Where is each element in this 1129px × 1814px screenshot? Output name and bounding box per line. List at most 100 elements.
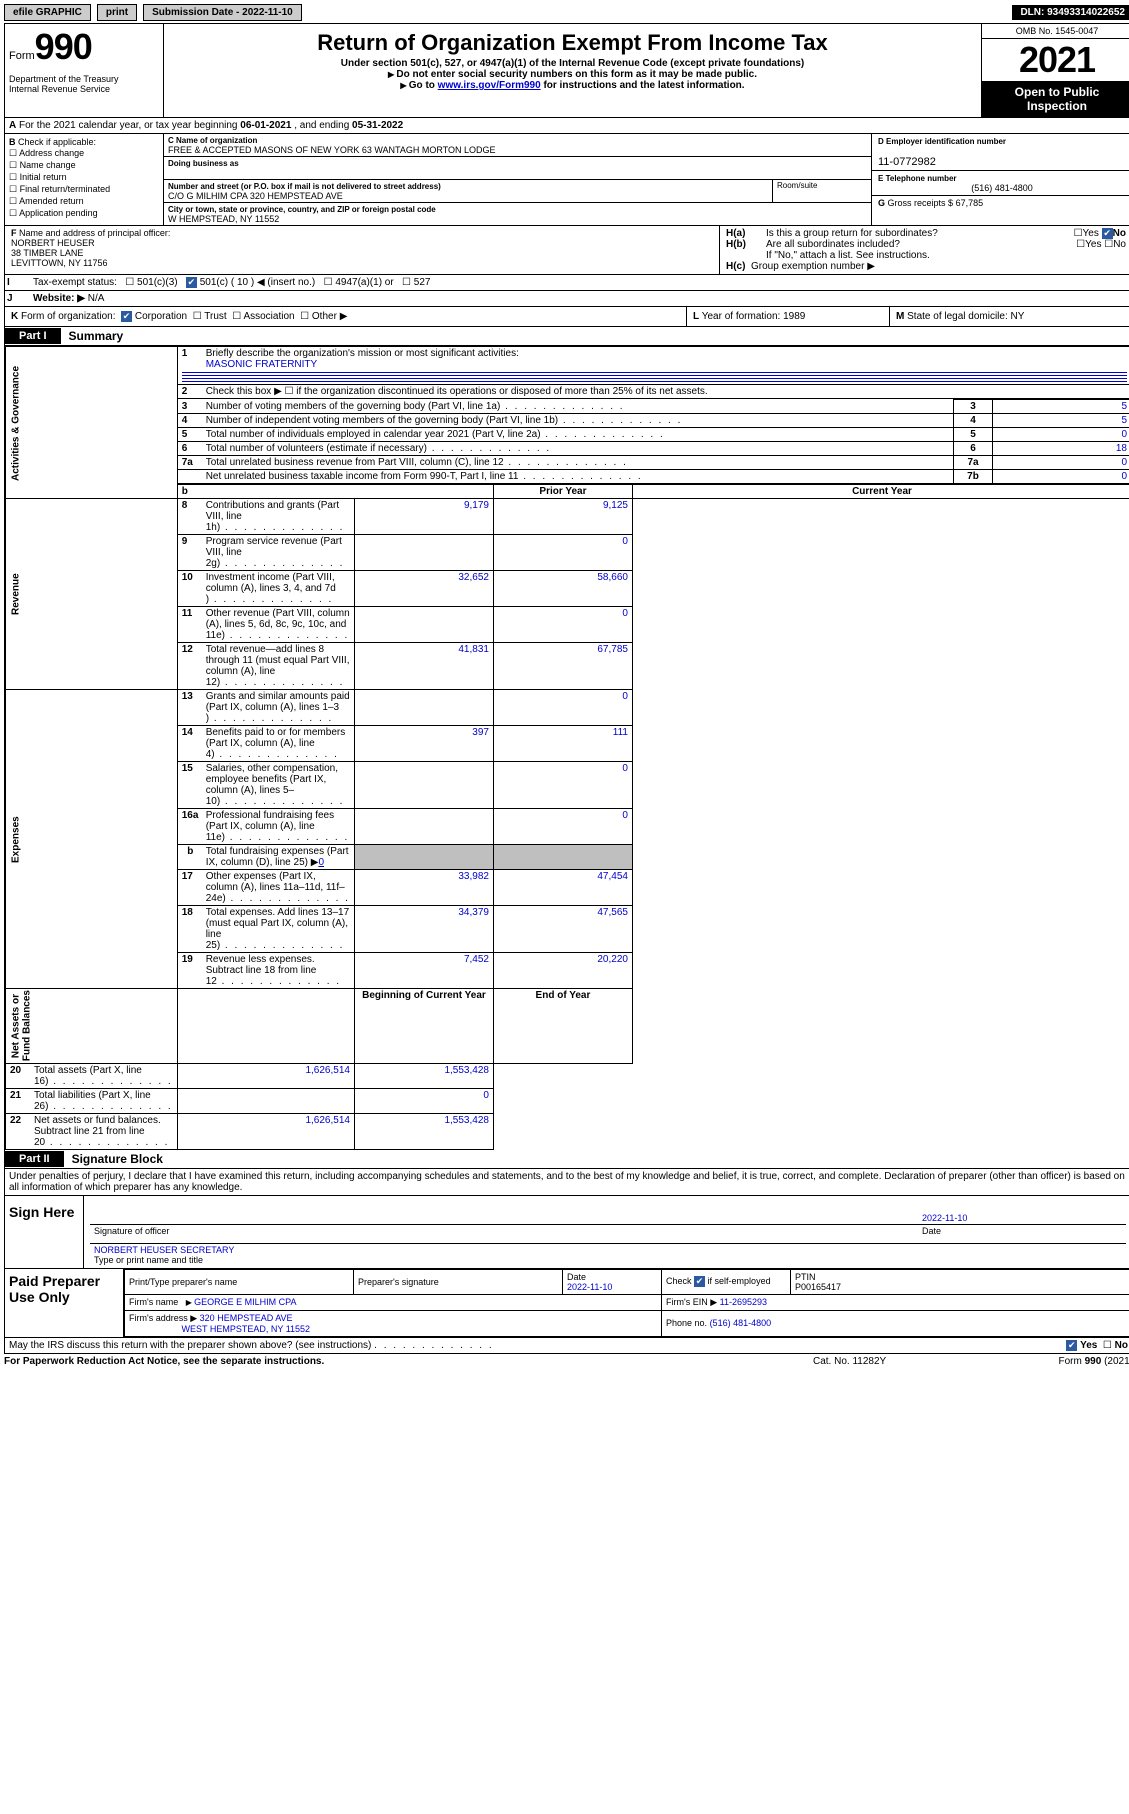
gross-receipts-value: 67,785 <box>956 198 984 208</box>
state-domicile-value: NY <box>1011 311 1025 322</box>
summary-line-4: 4Number of independent voting members of… <box>178 414 1129 428</box>
chk-527[interactable] <box>402 277 411 288</box>
chk-amended-return[interactable]: Amended return <box>9 196 159 207</box>
chk-4947[interactable] <box>324 277 333 288</box>
chk-corporation[interactable]: ✔ <box>121 311 132 322</box>
dln-value: 93493314022652 <box>1047 7 1125 18</box>
firm-phone-value: (516) 481-4800 <box>710 1318 772 1328</box>
col-h: H(a) Is this a group return for subordin… <box>720 226 1129 274</box>
gross-receipts-label: Gross receipts $ <box>888 198 954 208</box>
top-bar: efile GRAPHIC print Submission Date - 20… <box>4 4 1129 21</box>
opt-527: 527 <box>414 277 431 288</box>
ptin-label: PTIN <box>795 1272 816 1282</box>
chk-initial-return[interactable]: Initial return <box>9 172 159 183</box>
summary-table: Activities & Governance 1Briefly describ… <box>5 346 1129 1149</box>
col-begin-year: Beginning of Current Year <box>354 989 493 1063</box>
website-value: N/A <box>88 293 105 304</box>
submission-date-label: Submission Date - <box>152 7 242 18</box>
footer-left: For Paperwork Reduction Act Notice, see … <box>4 1356 813 1367</box>
opt-association: Association <box>243 311 294 322</box>
ha-yes-checkbox[interactable] <box>1074 228 1083 239</box>
hb-no-checkbox[interactable] <box>1104 239 1113 250</box>
sig-officer-label: Signature of officer <box>90 1225 918 1237</box>
tax-year-begin: 06-01-2021 <box>240 120 291 131</box>
chk-501c3[interactable] <box>125 277 134 288</box>
row-klm: K Form of organization: ✔ Corporation Tr… <box>5 307 1129 327</box>
tax-year-end: 05-31-2022 <box>352 120 403 131</box>
netassets-line-22: 22Net assets or fund balances. Subtract … <box>6 1113 1129 1149</box>
col-end-year: End of Year <box>493 989 632 1063</box>
form-prefix: Form <box>9 50 35 62</box>
officer-label: Name and address of principal officer: <box>19 228 170 238</box>
org-name: FREE & ACCEPTED MASONS OF NEW YORK 63 WA… <box>168 145 496 155</box>
print-button[interactable]: print <box>97 4 137 21</box>
chk-application-pending[interactable]: Application pending <box>9 208 159 219</box>
sign-here-block: Sign Here 2022-11-10 Signature of office… <box>5 1195 1129 1268</box>
perjury-declaration: Under penalties of perjury, I declare th… <box>5 1169 1129 1195</box>
sig-date-label: Date <box>918 1225 1126 1237</box>
no-label-2: No <box>1113 239 1126 250</box>
col-c: C Name of organization FREE & ACCEPTED M… <box>164 134 871 225</box>
form-number-block: Form990 Department of the Treasury Inter… <box>5 24 164 117</box>
vtab-netassets: Net Assets or Fund Balances <box>6 989 178 1063</box>
officer-addr2: LEVITTOWN, NY 11756 <box>11 258 108 268</box>
dln-label: DLN: <box>1020 7 1047 18</box>
form-title-block: Return of Organization Exempt From Incom… <box>164 24 981 117</box>
opt-501c: 501(c) ( 10 ) ◀ (insert no.) <box>200 277 316 288</box>
h-a-label: Is this a group return for subordinates? <box>766 228 1074 239</box>
no-label-3: No <box>1115 1340 1128 1351</box>
org-address: C/O G MILHIM CPA 320 HEMPSTEAD AVE <box>168 191 343 201</box>
ha-no-checkbox[interactable]: ✔ <box>1102 228 1113 239</box>
h-c-label: Group exemption number ▶ <box>751 261 875 272</box>
chk-address-change[interactable]: Address change <box>9 148 159 159</box>
chk-other[interactable] <box>300 311 309 322</box>
row-a-mid: , and ending <box>291 120 352 131</box>
sign-here-label: Sign Here <box>5 1196 84 1268</box>
officer-addr1: 38 TIMBER LANE <box>11 248 83 258</box>
netassets-line-20: 20Total assets (Part X, line 16) 1,626,5… <box>6 1063 1129 1088</box>
chk-association[interactable] <box>232 311 241 322</box>
form-instructions-link[interactable]: www.irs.gov/Form990 <box>438 80 541 91</box>
footer-center: Cat. No. 11282Y <box>813 1356 973 1367</box>
footer-right: Form 990 (2021) <box>973 1356 1129 1367</box>
year-formation-label: Year of formation: <box>702 311 781 322</box>
h-b-label: Are all subordinates included? <box>766 239 1076 250</box>
page-footer: For Paperwork Reduction Act Notice, see … <box>4 1354 1129 1369</box>
form-number: 990 <box>35 26 92 67</box>
chk-501c[interactable]: ✔ <box>186 277 197 288</box>
hb-yes-checkbox[interactable] <box>1076 239 1085 250</box>
row-a-pre: For the 2021 calendar year, or tax year … <box>19 120 240 131</box>
vtab-expenses: Expenses <box>6 690 178 989</box>
chk-trust[interactable] <box>193 311 202 322</box>
firm-phone-label: Phone no. <box>666 1318 707 1328</box>
year-formation-value: 1989 <box>783 311 805 322</box>
note2-pre: Go to <box>409 80 438 91</box>
self-employed-checkbox[interactable]: ✔ <box>694 1276 705 1287</box>
opt-4947: 4947(a)(1) or <box>335 277 393 288</box>
date-label-2: Date <box>567 1272 586 1282</box>
paid-preparer-label: Paid Preparer Use Only <box>5 1269 124 1337</box>
may-irs-yes-checkbox[interactable]: ✔ <box>1066 1340 1077 1351</box>
netassets-line-21: 21Total liabilities (Part X, line 26) 0 <box>6 1088 1129 1113</box>
may-irs-row: May the IRS discuss this return with the… <box>5 1338 1129 1353</box>
preparer-sig-label: Preparer's signature <box>354 1269 563 1294</box>
chk-name-change[interactable]: Name change <box>9 160 159 171</box>
may-irs-no-checkbox[interactable] <box>1103 1340 1112 1351</box>
form-container: Form990 Department of the Treasury Inter… <box>4 23 1129 1354</box>
part-2-tab: Part II <box>5 1151 64 1167</box>
summary-line-3: 3Number of voting members of the governi… <box>178 400 1129 414</box>
firm-addr2: WEST HEMPSTEAD, NY 11552 <box>182 1324 311 1334</box>
room-suite-label: Room/suite <box>772 180 871 202</box>
yes-label-2: Yes <box>1085 239 1101 250</box>
h-b-note: If "No," attach a list. See instructions… <box>726 250 1126 261</box>
chk-final-return[interactable]: Final return/terminated <box>9 184 159 195</box>
addr-label: Number and street (or P.O. box if mail i… <box>168 182 441 191</box>
summary-line-7a: 7aTotal unrelated business revenue from … <box>178 456 1129 470</box>
col-b-label: Check if applicable: <box>18 137 96 147</box>
open-public-label: Open to Public Inspection <box>982 81 1129 117</box>
efile-button[interactable]: efile GRAPHIC <box>4 4 91 21</box>
revenue-line-8: Revenue 8Contributions and grants (Part … <box>6 499 1129 535</box>
dln-box: DLN: 93493314022652 <box>1012 5 1129 20</box>
submission-date-button[interactable]: Submission Date - 2022-11-10 <box>143 4 302 21</box>
vtab-activities: Activities & Governance <box>6 347 178 499</box>
